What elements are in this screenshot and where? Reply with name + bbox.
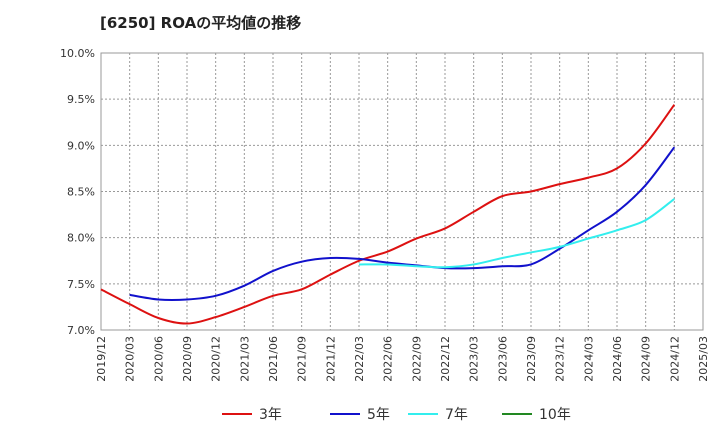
x-tick-label: 2021/12 [324,336,337,382]
x-tick-label: 2025/03 [697,336,710,382]
y-axis-ticks: 7.0% 7.5% 8.0% 8.5% 9.0% 9.5% 10.0% [60,47,95,337]
x-tick-label: 2019/12 [95,336,108,382]
x-tick-label: 2022/03 [353,336,366,382]
x-tick-label: 2020/12 [210,336,223,382]
x-tick-label: 2022/09 [410,336,423,382]
x-tick-label: 2023/09 [525,336,538,382]
legend-label-3: 10年 [539,407,571,423]
y-tick-label: 7.5% [67,278,95,291]
series-lines [100,104,676,325]
x-tick-label: 2024/06 [611,336,624,382]
x-tick-label: 2021/03 [238,336,251,382]
y-tick-label: 8.5% [67,186,95,199]
y-tick-label: 9.0% [67,139,95,152]
x-axis-ticks: 2019/12 2020/03 2020/06 2020/09 2020/12 2021/… [95,336,710,382]
legend-label-0: 3年 [259,407,282,423]
series-line-1 [129,146,676,302]
y-tick-label: 9.5% [67,93,95,106]
x-tick-label: 2023/12 [554,336,567,382]
x-tick-label: 2023/03 [468,336,481,382]
x-tick-label: 2022/12 [439,336,452,382]
x-tick-label: 2024/03 [582,336,595,382]
legend-label-2: 7年 [445,407,468,423]
y-tick-label: 8.0% [67,232,95,245]
x-tick-label: 2021/09 [296,336,309,382]
x-tick-label: 2021/06 [267,336,280,382]
x-tick-label: 2020/09 [181,336,194,382]
series-line-2 [358,198,675,269]
x-tick-label: 2024/12 [668,336,681,382]
legend: 3年 5年 7年 10年 [222,407,571,423]
x-tick-label: 2020/06 [152,336,165,382]
y-tick-label: 7.0% [67,324,95,337]
x-tick-label: 2023/06 [496,336,509,382]
chart-title: [6250] ROAの平均値の推移 [100,14,302,32]
x-tick-label: 2024/09 [640,336,653,382]
y-tick-label: 10.0% [60,47,95,60]
series-line-0 [100,104,676,325]
legend-label-1: 5年 [367,407,390,423]
x-tick-label: 2022/06 [382,336,395,382]
grid-lines [101,53,703,330]
x-tick-label: 2020/03 [124,336,137,382]
